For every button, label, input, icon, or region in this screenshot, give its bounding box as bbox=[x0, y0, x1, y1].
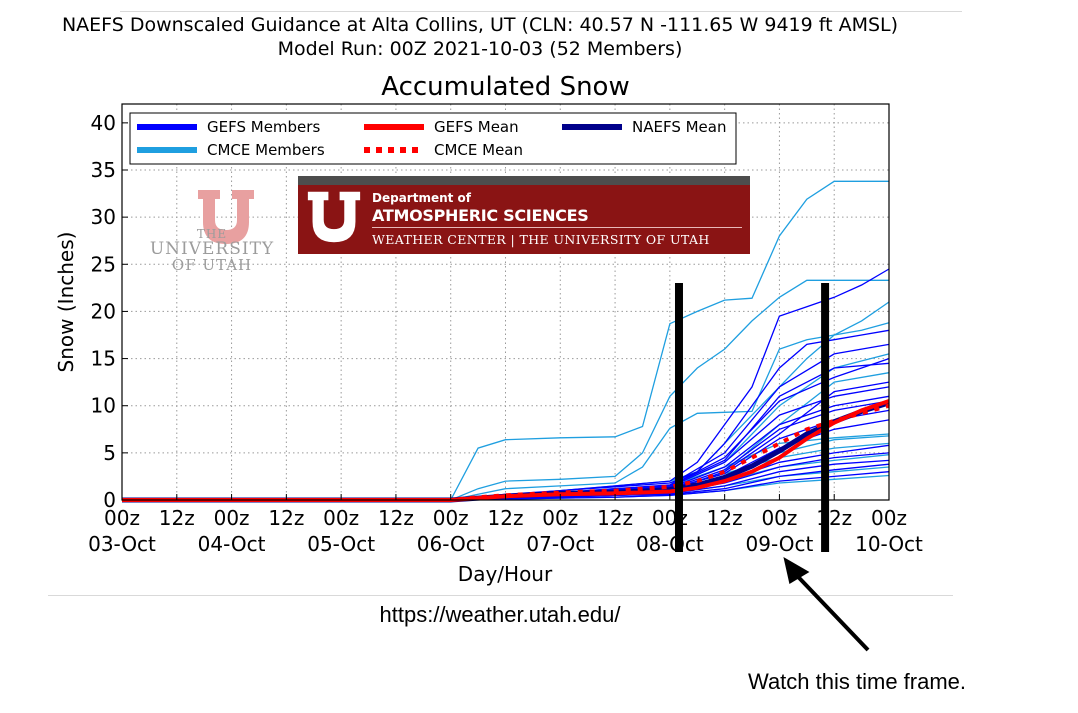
annotation-marks bbox=[674, 283, 870, 652]
top-divider bbox=[120, 11, 962, 12]
x-tick-hour-label: 12z bbox=[488, 506, 524, 530]
x-tick-day-label: 09-Oct bbox=[746, 532, 814, 556]
x-tick-day-label: 04-Oct bbox=[198, 532, 266, 556]
annotation-arrow-shaft bbox=[793, 572, 870, 652]
y-axis-label: Snow (Inches) bbox=[54, 232, 78, 373]
cmce-member-line bbox=[122, 433, 890, 501]
gefs-member-line bbox=[122, 343, 890, 501]
x-tick-day-label: 05-Oct bbox=[307, 532, 375, 556]
cmce-member-line bbox=[122, 279, 889, 501]
y-tick-label: 5 bbox=[103, 441, 116, 465]
legend-box bbox=[129, 112, 737, 165]
header-station-title: NAEFS Downscaled Guidance at Alta Collin… bbox=[61, 14, 899, 36]
y-tick-label: 15 bbox=[91, 347, 116, 371]
y-tick-label: 10 bbox=[91, 394, 116, 418]
x-tick-hour-label: 00z bbox=[214, 506, 250, 530]
y-tick-label: 35 bbox=[91, 158, 116, 182]
x-tick-hour-label: 00z bbox=[433, 506, 469, 530]
university-line2: UNIVERSITY bbox=[149, 238, 275, 259]
chart-title: Accumulated Snow bbox=[381, 72, 630, 102]
x-tick-hour-label: 00z bbox=[761, 506, 797, 530]
grid-layer bbox=[122, 104, 889, 500]
y-tick-label: 25 bbox=[91, 252, 116, 276]
bottom-divider bbox=[48, 595, 953, 596]
y-tick-label: 0 bbox=[103, 488, 116, 512]
x-tick-hour-label: 00z bbox=[871, 506, 907, 530]
source-url[interactable]: https://weather.utah.edu/ bbox=[379, 602, 621, 627]
cmce-member-line bbox=[122, 180, 889, 501]
annotation-arrow-head bbox=[783, 557, 810, 584]
y-tick-label: 40 bbox=[91, 111, 116, 135]
banner-line2: ATMOSPHERIC SCIENCES bbox=[372, 206, 589, 225]
x-tick-hour-label: 12z bbox=[159, 506, 195, 530]
axis-ticks: 0 5 10 15 20 25 30 35 40 00z 12z 00z 12z 00z 12z 00z 12z… bbox=[88, 111, 923, 556]
x-tick-day-label: 10-Oct bbox=[855, 532, 923, 556]
x-tick-day-label: 03-Oct bbox=[88, 532, 156, 556]
x-tick-day-label: 07-Oct bbox=[526, 532, 594, 556]
banner-separator bbox=[372, 227, 742, 228]
legend-label: GEFS Members bbox=[207, 118, 320, 136]
x-tick-hour-label: 12z bbox=[378, 506, 414, 530]
header-model-run: Model Run: 00Z 2021-10-03 (52 Members) bbox=[277, 38, 683, 60]
x-tick-hour-label: 12z bbox=[707, 506, 743, 530]
cmce-member-line bbox=[122, 322, 890, 501]
banner-u-logo bbox=[307, 191, 361, 243]
banner-line1: Department of bbox=[372, 191, 472, 205]
legend: GEFS Members GEFS Mean NAEFS Mean CMCE Memb… bbox=[129, 112, 737, 165]
department-banner: Department of ATMOSPHERIC SCIENCES WEATH… bbox=[298, 176, 750, 254]
x-axis-label: Day/Hour bbox=[458, 562, 553, 586]
cmce-mean-line bbox=[122, 403, 890, 502]
x-tick-hour-label: 00z bbox=[542, 506, 578, 530]
university-u-logo bbox=[198, 190, 254, 244]
x-tick-day-label: 08-Oct bbox=[636, 532, 704, 556]
x-tick-hour-label: 00z bbox=[104, 506, 140, 530]
y-tick-label: 30 bbox=[91, 205, 116, 229]
university-line3: OF UTAH bbox=[171, 256, 253, 275]
legend-label: CMCE Members bbox=[207, 141, 325, 159]
legend-label: CMCE Mean bbox=[434, 141, 523, 159]
legend-label: GEFS Mean bbox=[434, 118, 519, 136]
x-tick-hour-label: 12z bbox=[268, 506, 304, 530]
legend-label: NAEFS Mean bbox=[632, 118, 726, 136]
x-tick-hour-label: 12z bbox=[597, 506, 633, 530]
y-tick-label: 20 bbox=[91, 299, 116, 323]
x-tick-day-label: 06-Oct bbox=[417, 532, 485, 556]
x-tick-hour-label: 00z bbox=[323, 506, 359, 530]
banner-top-bar bbox=[298, 176, 750, 185]
university-line1: THE bbox=[196, 227, 228, 241]
annotation-text: Watch this time frame. bbox=[748, 669, 967, 694]
university-wordmark: THE UNIVERSITY OF UTAH bbox=[132, 228, 292, 274]
banner-line3: WEATHER CENTER | THE UNIVERSITY OF UTAH bbox=[372, 232, 710, 247]
